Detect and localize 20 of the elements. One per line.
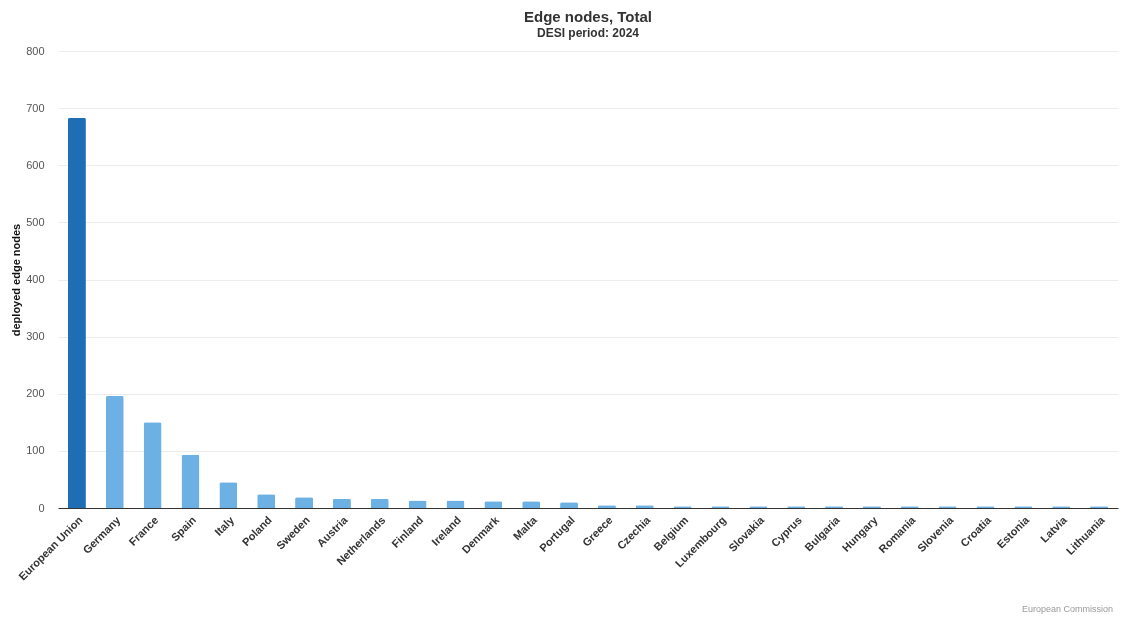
chart-subtitle: DESI period: 2024 <box>536 26 640 40</box>
y-tick-label: 0 <box>38 501 45 514</box>
y-tick-label: 500 <box>26 215 45 228</box>
y-tick-label: 300 <box>26 330 45 343</box>
bar <box>105 396 124 508</box>
chart-title: Edge nodes, Total <box>523 8 653 25</box>
bar <box>143 422 162 508</box>
y-tick-label: 800 <box>26 44 45 57</box>
y-tick-label: 600 <box>26 158 45 171</box>
y-tick-label: 700 <box>26 101 45 114</box>
bar <box>332 498 351 508</box>
bar <box>370 498 389 508</box>
y-axis-title: deployed edge nodes <box>10 223 23 337</box>
y-tick-label: 200 <box>26 387 45 400</box>
bar <box>67 117 86 508</box>
y-tick-label: 400 <box>26 273 45 285</box>
text: European Commission <box>1021 604 1113 614</box>
bar <box>219 482 238 508</box>
bar <box>181 454 200 508</box>
y-tick-label: 100 <box>26 444 45 457</box>
